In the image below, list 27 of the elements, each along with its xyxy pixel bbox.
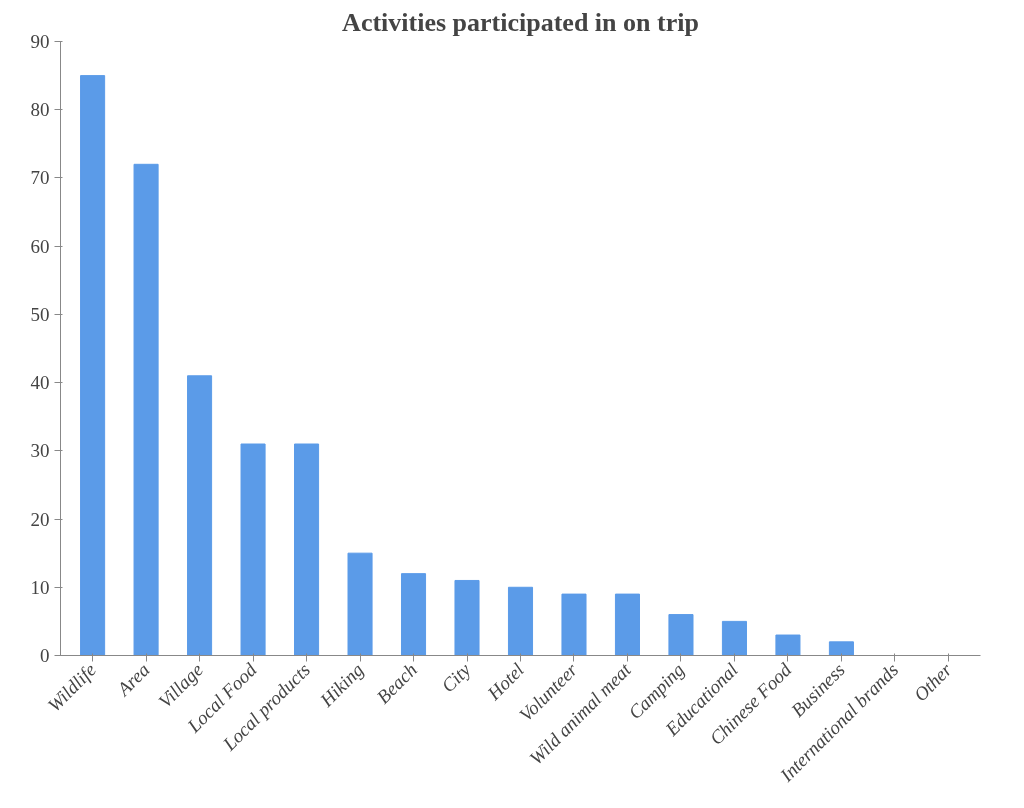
y-tick-label: 30 (30, 440, 50, 462)
bar (133, 163, 159, 656)
y-tick-label: 90 (30, 31, 50, 52)
bar (454, 579, 480, 656)
y-tick-label: 70 (30, 167, 50, 189)
bar (614, 593, 641, 656)
bar (400, 573, 427, 656)
y-tick-label: 10 (30, 576, 50, 598)
y-tick-label: 60 (30, 235, 50, 257)
y-tick-label: 0 (40, 645, 50, 666)
bar (561, 593, 587, 656)
bar (721, 620, 747, 656)
bar (347, 552, 373, 656)
bar (294, 443, 320, 656)
bar (668, 614, 694, 656)
bar (80, 75, 106, 656)
chart-title: Activities participated in on trip (342, 7, 699, 37)
x-tick-label: City (437, 658, 475, 697)
y-tick-label: 40 (30, 372, 50, 394)
bar (187, 375, 213, 656)
y-tick-label: 80 (30, 99, 50, 121)
bar (507, 586, 534, 656)
bar (828, 641, 854, 656)
y-tick-label: 20 (30, 508, 50, 530)
bar (240, 443, 266, 656)
bar (775, 634, 801, 656)
y-tick-label: 50 (30, 303, 50, 325)
